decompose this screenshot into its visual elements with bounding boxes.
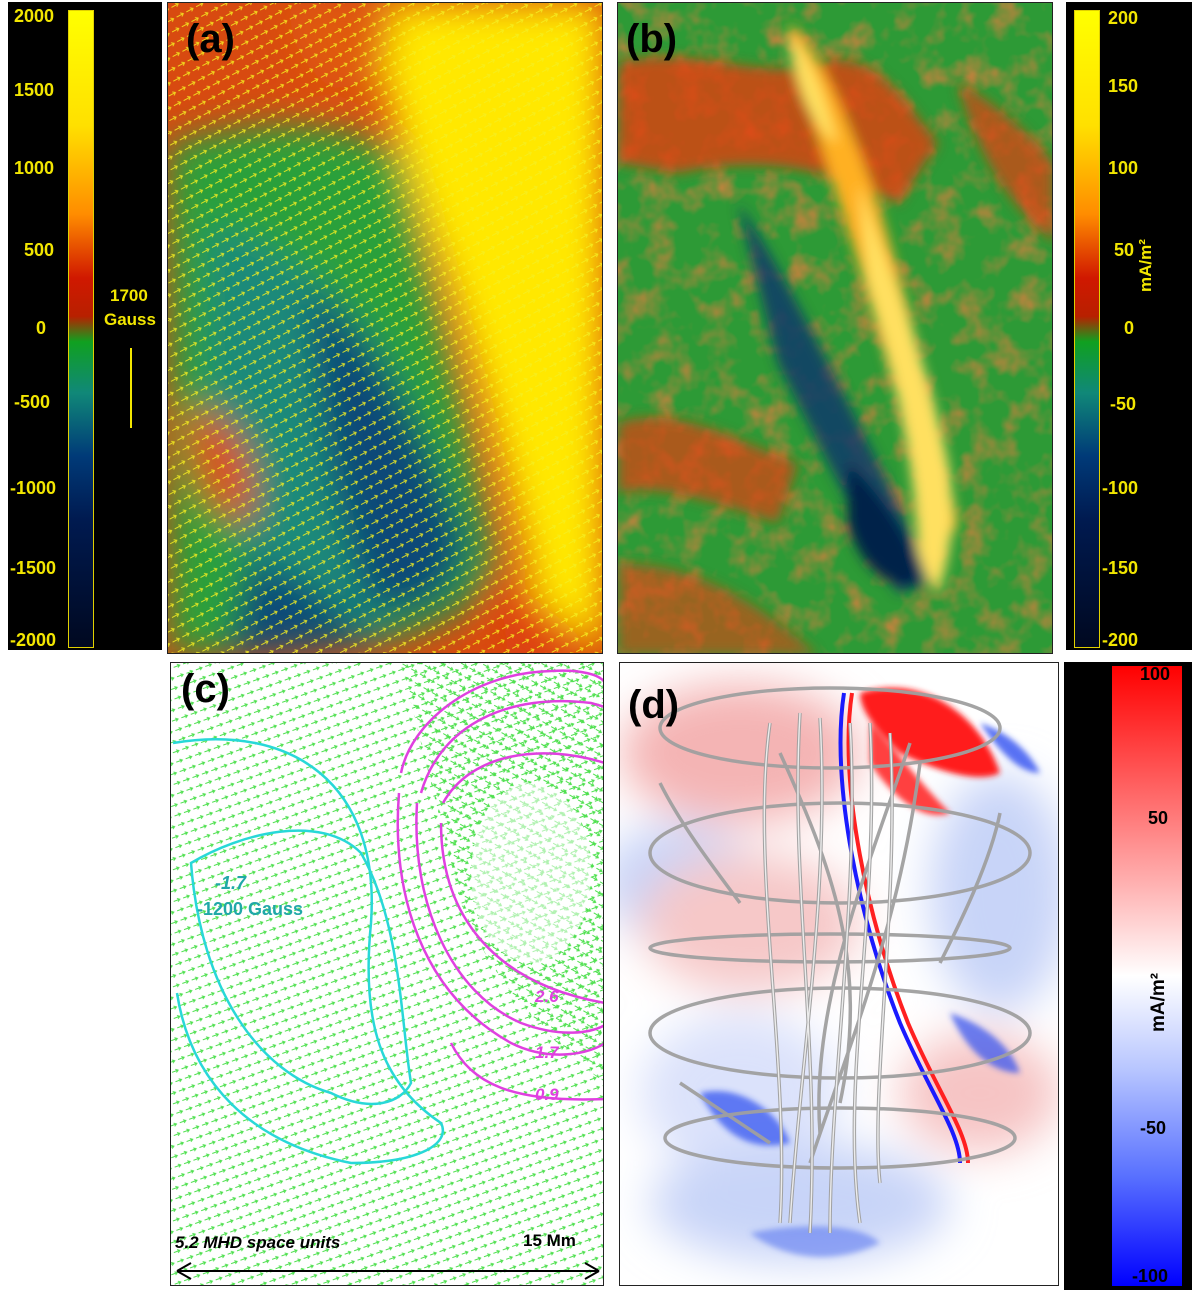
tick-label: 50	[1114, 240, 1135, 260]
panel-b: (b)	[617, 2, 1053, 654]
tick-label: -100	[1102, 478, 1139, 498]
scale-unit: Gauss	[104, 310, 156, 329]
contour-label-magenta-2: 1.7	[535, 1043, 559, 1062]
colorbar-a: 2000 1500 1000 500 0 -500 -1000 -1500 -2…	[8, 2, 162, 650]
colorbar-a-gradient	[68, 10, 94, 648]
colorbar-d-gradient	[1112, 666, 1182, 1286]
tick-label: 2.5	[1078, 808, 1104, 828]
tick-label: 2000	[14, 6, 55, 26]
tick-label: -5	[1086, 1266, 1103, 1286]
panel-c-vector-field	[171, 663, 603, 1285]
tick-label: 200	[1108, 8, 1139, 28]
panel-c-label: (c)	[181, 667, 230, 711]
tick-label: -2000	[10, 630, 57, 650]
tick-label: 100	[1108, 158, 1139, 178]
colorbar-d-right-title: mA/m²	[1148, 972, 1169, 1032]
panel-d: (d)	[619, 662, 1059, 1286]
tick-label: -100	[1132, 1266, 1169, 1286]
tick-label: -200	[1102, 630, 1139, 650]
panel-a-label: (a)	[186, 17, 235, 61]
contour-label-magenta-3: 0.9	[535, 1085, 559, 1104]
tick-label: -2.5	[1070, 1118, 1102, 1138]
tick-label: -50	[1140, 1118, 1167, 1138]
colorbar-b-unit: mA/m²	[1136, 239, 1155, 292]
tick-label: -1000	[10, 478, 57, 498]
tick-label: 1500	[14, 80, 55, 100]
panel-a-map	[168, 3, 602, 653]
scale-value: 1700	[110, 286, 148, 305]
tick-label: 100	[1140, 664, 1171, 684]
tick-label: 1000	[14, 158, 55, 178]
tick-label: 50	[1148, 808, 1169, 828]
tick-label: -1500	[10, 558, 57, 578]
tick-label: 0	[1124, 318, 1135, 338]
contour-label-magenta-1: 2.6	[535, 987, 559, 1006]
panel-d-current-map	[620, 663, 1058, 1285]
panel-d-label: (d)	[628, 683, 680, 727]
tick-label: -150	[1102, 558, 1139, 578]
contour-label-cyan-1: -1.7	[215, 873, 247, 893]
colorbar-b-gradient	[1074, 10, 1100, 648]
tick-label: 5	[1094, 664, 1105, 684]
colorbar-d-left-title: MHD units	[1080, 952, 1101, 1046]
panel-b-map	[618, 3, 1052, 653]
panel-a: (a)	[167, 2, 603, 654]
panel-c: (c) -1.7 -1200 Gauss 2.6 1.7 0.9 5.2 MHD…	[170, 662, 604, 1286]
tick-label: 0	[36, 318, 47, 338]
tick-label: 150	[1108, 76, 1139, 96]
scale-bar	[130, 348, 132, 428]
colorbar-d: 5 2.5 -2.5 -5 100 50 -50 -100 MHD units …	[1064, 662, 1192, 1290]
tick-label: -500	[14, 392, 51, 412]
tick-label: -50	[1110, 394, 1137, 414]
colorbar-b: 200 150 100 50 0 -50 -100 -150 -200 mA/m…	[1066, 2, 1192, 650]
contour-label-cyan-2: -1200 Gauss	[197, 899, 304, 919]
scale-label-right: 15 Mm	[523, 1231, 576, 1250]
scale-arrow	[176, 1262, 600, 1280]
tick-label: 500	[24, 240, 55, 260]
scale-label-left: 5.2 MHD space units	[175, 1233, 341, 1252]
panel-b-label: (b)	[626, 17, 678, 61]
